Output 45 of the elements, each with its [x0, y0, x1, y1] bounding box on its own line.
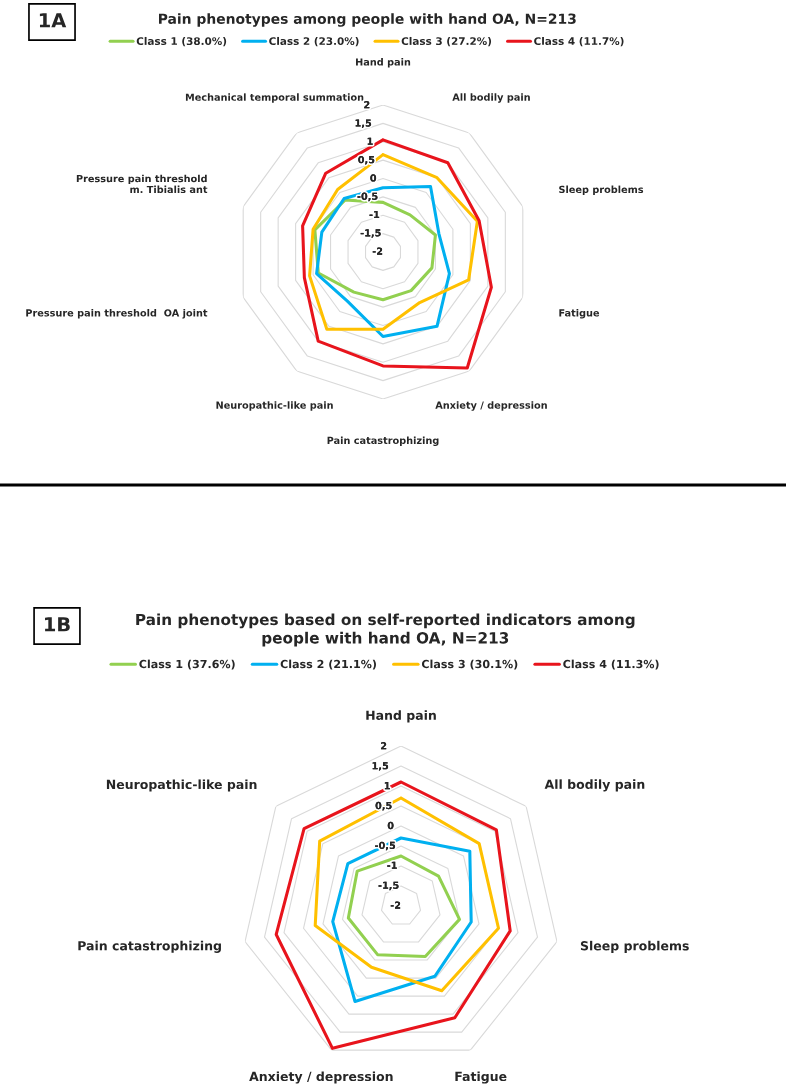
- legend-label: Class 2 (21.1%): [280, 659, 376, 670]
- text: 1A: [39, 13, 67, 28]
- spoke-label: Hand pain: [356, 58, 411, 68]
- y-tick-label: 1: [367, 137, 373, 145]
- spoke-label: Pressure pain threshold OA joint: [26, 309, 208, 319]
- spoke-label: Sleep problems: [559, 185, 644, 195]
- y-tick-label: -1,5: [360, 229, 381, 238]
- spoke-label: Neuropathic-like pain: [216, 401, 333, 411]
- chart-title: Pain phenotypes among people with hand OA, N=213: [159, 13, 576, 27]
- spoke-label: Anxiety / depression: [435, 401, 547, 411]
- y-tick-label: 0,5: [358, 155, 375, 165]
- spoke-label: Anxiety / depression: [249, 1071, 393, 1084]
- spoke-label: Pain catastrophizing: [78, 940, 221, 953]
- spoke-label: Sleep problems: [580, 940, 689, 953]
- spoke-label: Hand pain: [366, 710, 436, 723]
- spoke-label: Fatigue: [559, 309, 600, 319]
- legend-label: Class 1 (38.0%): [136, 36, 227, 47]
- y-tick-label: -1: [369, 210, 380, 219]
- legend-label: Class 4 (11.3%): [563, 659, 659, 670]
- legend-label: Class 4 (11.7%): [534, 36, 624, 47]
- y-tick-label: 1,5: [355, 119, 372, 128]
- spoke-label: Fatigue: [455, 1071, 507, 1084]
- spoke-label: Pressure pain threshold m. Tibialis ant: [76, 174, 208, 194]
- spoke-label: Neuropathic-like pain: [106, 779, 257, 792]
- y-tick-label: 1,5: [372, 762, 389, 771]
- y-tick-label: -1,5: [378, 881, 399, 891]
- text: 1B: [45, 617, 70, 632]
- y-tick-label: -2: [372, 247, 383, 255]
- legend-label: Class 3 (27.2%): [401, 36, 492, 47]
- y-tick-label: -1: [387, 861, 397, 869]
- y-tick-label: 2: [364, 101, 370, 109]
- y-tick-label: 1: [384, 782, 390, 790]
- legend-label: Class 2 (23.0%): [269, 36, 359, 47]
- y-tick-label: -2: [390, 901, 401, 909]
- spoke-label: All bodily pain: [544, 779, 645, 792]
- spoke-label: Pain catastrophizing: [327, 436, 439, 446]
- y-tick-label: 2: [381, 742, 387, 750]
- spoke-label: Mechanical temporal summation: [185, 93, 364, 103]
- chart-title: Pain phenotypes based on self-reported indicators among people with hand OA, N=213: [136, 613, 635, 647]
- y-tick-label: 0: [370, 174, 377, 182]
- spoke-label: All bodily pain: [452, 93, 530, 103]
- y-tick-label: 0: [387, 821, 394, 830]
- legend-label: Class 1 (37.6%): [139, 659, 235, 670]
- y-tick-label: -0,5: [357, 192, 378, 202]
- legend-label: Class 3 (30.1%): [421, 659, 518, 670]
